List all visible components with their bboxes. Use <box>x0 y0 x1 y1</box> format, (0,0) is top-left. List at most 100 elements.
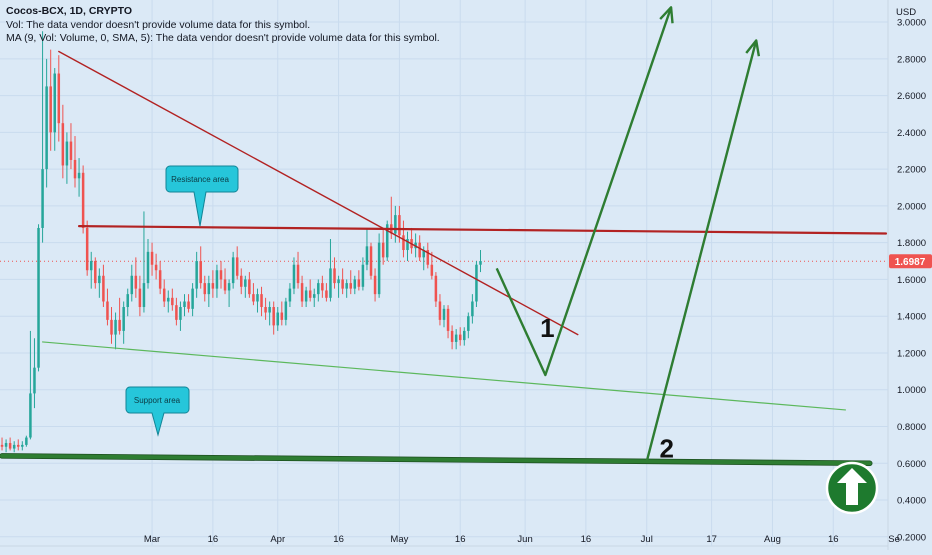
candle-body-up <box>191 288 194 309</box>
candle <box>248 272 251 298</box>
candle <box>454 329 458 350</box>
candle <box>126 288 129 317</box>
candle-body-down <box>300 283 304 302</box>
candle-body-down <box>61 123 65 166</box>
candle <box>138 275 142 317</box>
candle-body-down <box>138 288 142 308</box>
candle-body-up <box>12 444 16 449</box>
x-tick-label: 17 <box>706 534 717 545</box>
candle <box>98 268 101 298</box>
candle <box>12 441 16 453</box>
candle-body-down <box>203 283 207 295</box>
x-tick-label: Aug <box>764 534 781 545</box>
candle <box>37 224 40 372</box>
candle <box>264 297 267 320</box>
candle-body-down <box>430 264 434 276</box>
candle-body-up <box>454 334 458 342</box>
last-price-label: 1.6987 <box>895 257 926 268</box>
candle-body-up <box>37 227 40 368</box>
candle-body-up <box>292 264 296 289</box>
candle <box>33 338 36 409</box>
resistance-callout[interactable]: Resistance area <box>165 165 239 227</box>
candle-body-down <box>325 290 328 298</box>
candle <box>337 275 340 298</box>
candle <box>223 268 227 295</box>
candle <box>381 227 385 265</box>
candle <box>240 268 243 295</box>
candle-body-down <box>458 334 462 341</box>
candle <box>272 301 275 335</box>
candle <box>187 294 190 313</box>
candle <box>373 268 377 302</box>
candle-body-down <box>450 330 454 342</box>
candle-body-down <box>102 275 105 302</box>
candle-body-up <box>114 319 117 335</box>
candle-body-down <box>280 312 284 320</box>
candle <box>321 275 324 298</box>
candle-body-up <box>130 275 134 295</box>
candle <box>130 264 134 302</box>
candle <box>280 301 284 326</box>
y-tick-label: 3.0000 <box>897 18 926 29</box>
volume-legend[interactable]: Vol: The data vendor doesn't provide vol… <box>6 18 311 31</box>
up-arrow-logo[interactable] <box>825 461 879 515</box>
ma-legend[interactable]: MA (9, Vol: Volume, 0, SMA, 5): The data… <box>6 32 440 44</box>
candle <box>471 294 474 324</box>
arrow-up-icon <box>837 468 867 505</box>
candle-body-down <box>426 250 430 265</box>
candle <box>438 294 442 326</box>
channel-trendline[interactable] <box>41 341 847 411</box>
y-tick-label: 0.2000 <box>897 532 926 543</box>
candle-body-up <box>21 444 24 447</box>
candle-body-up <box>227 283 231 291</box>
support-callout[interactable]: Support area <box>125 386 190 437</box>
candle <box>325 283 328 302</box>
x-tick-label: Jul <box>641 534 653 545</box>
candle <box>16 439 20 451</box>
candle <box>219 261 223 289</box>
y-tick-label: 1.2000 <box>897 348 926 359</box>
candle-body-up <box>4 443 8 447</box>
candle-body-down <box>49 86 52 133</box>
candle <box>81 165 85 234</box>
candle <box>167 290 170 313</box>
candle-body-up <box>268 307 271 313</box>
candle <box>430 251 434 280</box>
candle-body-down <box>118 319 121 331</box>
candle-body-down <box>333 268 336 284</box>
candle <box>308 279 312 302</box>
x-tick-label: Se <box>888 534 900 545</box>
candle <box>475 261 478 308</box>
candle <box>65 132 69 184</box>
projection-path-1[interactable] <box>495 6 673 377</box>
candle <box>4 439 8 453</box>
y-axis-ticks: 3.0000 2.8000 2.6000 2.4000 2.2000 2.0000 1.80… <box>897 18 926 544</box>
candle <box>211 270 215 298</box>
candle <box>296 251 300 289</box>
resistance-trendline[interactable] <box>77 225 888 235</box>
candle <box>118 297 121 335</box>
candle <box>406 231 409 262</box>
support-trendline[interactable] <box>0 453 872 466</box>
symbol-title[interactable]: Cocos-BCX, 1D, CRYPTO <box>6 5 133 17</box>
x-axis-ticks: Mar 16 Apr 16 May 16 Jun 16 Jul 17 Aug 16 Se <box>144 534 900 545</box>
candle <box>29 330 32 440</box>
candle <box>385 220 389 262</box>
projection-path-2[interactable] <box>645 40 758 462</box>
candle-body-up <box>41 169 44 228</box>
candle <box>41 31 44 243</box>
candle <box>77 158 81 197</box>
candle-body-up <box>45 86 48 170</box>
candle-body-down <box>8 443 12 449</box>
candle-body-down <box>73 159 77 179</box>
candle-body-up <box>25 437 28 445</box>
candle-body-up <box>77 172 81 179</box>
candle-body-down <box>369 246 373 276</box>
candle-body-down <box>162 288 166 302</box>
descending-trendline[interactable] <box>58 50 579 336</box>
candle <box>463 327 466 346</box>
candle-body-down <box>211 283 215 289</box>
